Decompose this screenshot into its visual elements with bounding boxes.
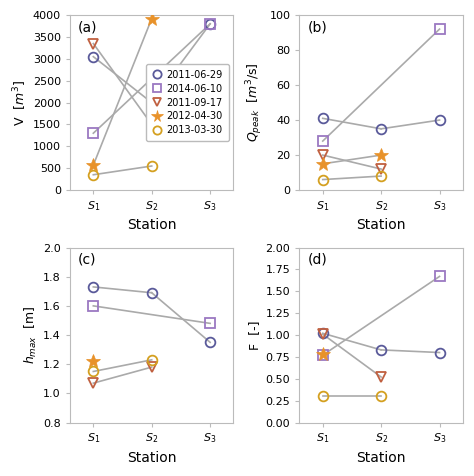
Legend: 2011-06-29, 2014-06-10, 2011-09-17, 2012-04-30, 2013-03-30: 2011-06-29, 2014-06-10, 2011-09-17, 2012…: [146, 64, 228, 141]
Y-axis label: V  [$m^3$]: V [$m^3$]: [11, 79, 28, 126]
X-axis label: Station: Station: [356, 218, 406, 232]
Y-axis label: F  [-]: F [-]: [248, 320, 262, 350]
X-axis label: Station: Station: [356, 451, 406, 465]
Text: (a): (a): [78, 20, 98, 34]
Text: (d): (d): [308, 253, 328, 267]
Text: (c): (c): [78, 253, 97, 267]
Text: (b): (b): [308, 20, 328, 34]
X-axis label: Station: Station: [127, 218, 176, 232]
Y-axis label: $Q_{peak}$  [$m^3$/s]: $Q_{peak}$ [$m^3$/s]: [245, 63, 265, 142]
Y-axis label: $h_{max}$  [m]: $h_{max}$ [m]: [23, 306, 39, 364]
X-axis label: Station: Station: [127, 451, 176, 465]
